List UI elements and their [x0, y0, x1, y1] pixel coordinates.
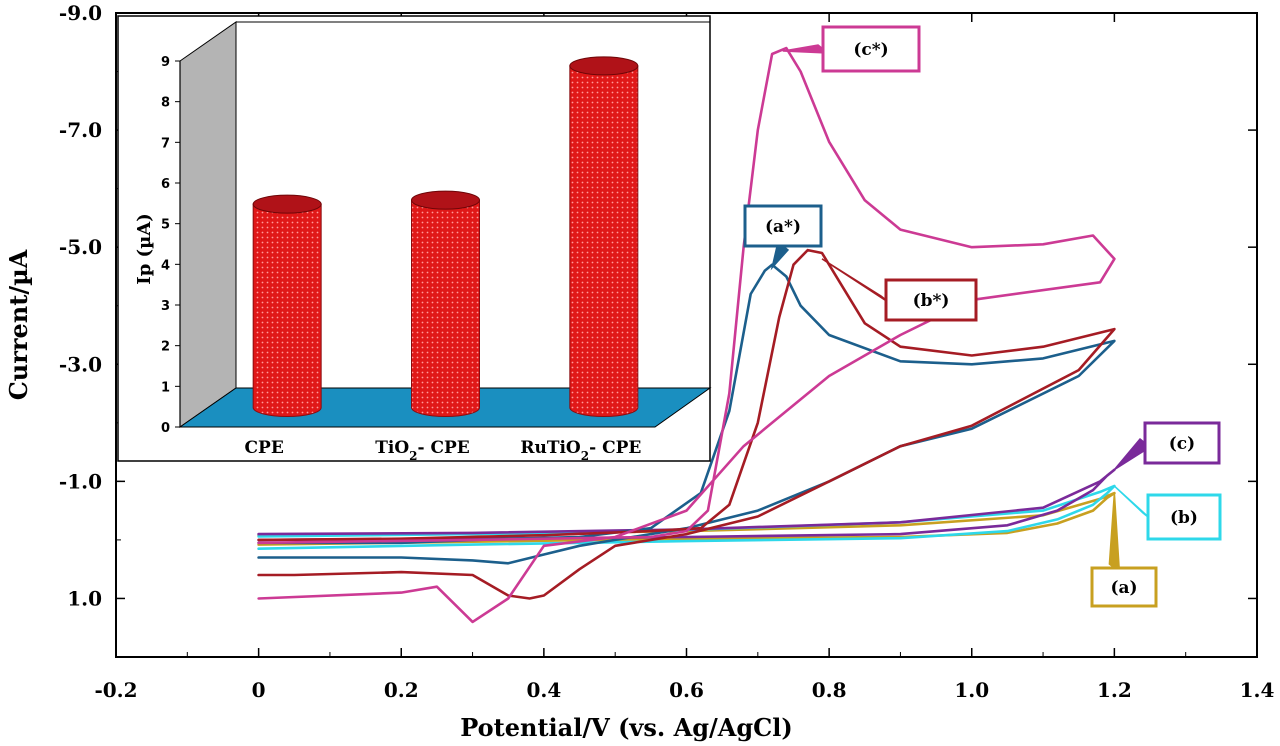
inset-bar-top	[569, 56, 639, 76]
callout-box	[884, 278, 978, 322]
callout-box	[743, 204, 823, 248]
inset-y-tick-label: 5	[161, 218, 170, 233]
callout-pointer	[782, 44, 831, 54]
inset-y-tick-label: 0	[161, 421, 170, 436]
inset-y-tick-label: 8	[161, 96, 170, 111]
series-layer	[257, 46, 1116, 624]
inset-category-label: CPE	[245, 438, 284, 458]
callout-box	[821, 25, 921, 73]
x-tick-label: 0.6	[669, 678, 704, 702]
annotations: (c*) (a*) (b*) (c) (b) (a)	[743, 25, 1222, 608]
inset-bar-body	[569, 65, 639, 417]
inset-y-tick-label: 2	[161, 340, 170, 355]
x-tick-label: 0.4	[526, 678, 561, 702]
series-cstar	[257, 46, 1116, 624]
inset-y-tick-label: 4	[161, 258, 170, 273]
callout-label: (c)	[1169, 434, 1195, 454]
x-tick-label: 1.0	[954, 678, 989, 702]
axis-labels: -0.2 0 0.2 0.4 0.6 0.8 1.0 1.2 1.4 -9.0 -7.0 -5.0 -3…	[4, 1, 1274, 742]
y-tick-label: -9.0	[59, 1, 102, 25]
callout-c: (c)	[1113, 421, 1221, 471]
x-tick-label: -0.2	[94, 678, 137, 702]
series-astar	[257, 263, 1116, 565]
inset-bar-body	[252, 203, 322, 417]
callout-bstar: (b*)	[821, 258, 978, 322]
callout-astar: (a*)	[743, 204, 823, 271]
inset-bar-body	[411, 199, 480, 417]
y-tick-label: 1.0	[67, 586, 102, 610]
inset-bar-top	[411, 190, 480, 210]
inset-category-label: TiO2- CPE	[375, 438, 470, 463]
callout-a: (a)	[1090, 493, 1158, 608]
callout-pointer	[821, 258, 892, 305]
x-tick-label: 0.8	[812, 678, 847, 702]
callout-pointer	[1108, 493, 1121, 574]
callout-label: (b)	[1170, 508, 1198, 528]
callout-box	[1146, 493, 1222, 541]
y-tick-label: -1.0	[59, 469, 102, 493]
inset-left-wall	[179, 21, 237, 428]
x-tick-label: 1.4	[1240, 678, 1275, 702]
inset-y-tick-label: 9	[161, 55, 170, 70]
inset-bar-chart: 0 1 2 3 4 5 6 7 8 9 Ip (µA) CPE TiO2- CPE RuTiO2- CPE	[117, 15, 712, 463]
callout-label: (b*)	[913, 291, 950, 311]
inset-y-tick-label: 6	[161, 177, 170, 192]
y-tick-label: -7.0	[59, 118, 102, 142]
inset-bar	[569, 56, 639, 417]
y-tick-label: -3.0	[59, 352, 102, 376]
callout-label: (a)	[1110, 578, 1137, 598]
x-axis-title: Potential/V (vs. Ag/AgCl)	[460, 713, 793, 742]
y-axis-title: Current/µA	[4, 249, 33, 400]
series-a	[257, 491, 1116, 546]
callout-box	[1143, 421, 1221, 465]
series-bstar	[257, 248, 1116, 600]
callout-label: (a*)	[765, 217, 801, 237]
inset-bar	[411, 190, 480, 417]
inset-y-axis-title: Ip (µA)	[134, 213, 155, 284]
x-tick-label: 0.2	[384, 678, 419, 702]
callout-label: (c*)	[853, 40, 888, 60]
callout-box	[1090, 566, 1158, 608]
series-c	[257, 468, 1116, 542]
y-tick-label: -5.0	[59, 235, 102, 259]
callout-cstar: (c*)	[782, 25, 921, 73]
inset-category-label: RuTiO2- CPE	[520, 438, 641, 463]
inset-y-tick-label: 7	[161, 136, 170, 151]
inset-bar-top	[252, 194, 322, 214]
inset-bar	[252, 194, 322, 417]
x-tick-label: 0	[252, 678, 266, 702]
inset-y-tick-label: 3	[161, 299, 170, 314]
inset-y-tick-label: 1	[161, 380, 170, 395]
x-tick-label: 1.2	[1097, 678, 1132, 702]
callout-b: (b)	[1113, 485, 1222, 541]
